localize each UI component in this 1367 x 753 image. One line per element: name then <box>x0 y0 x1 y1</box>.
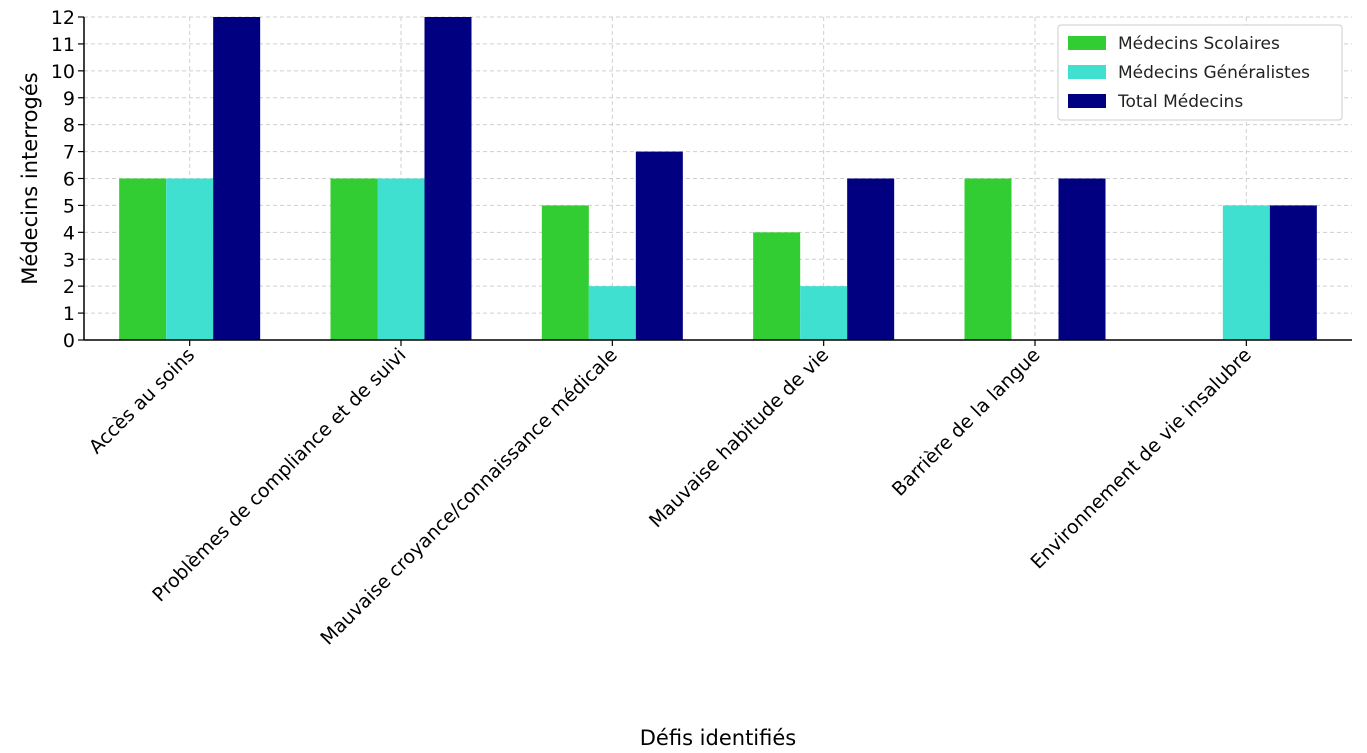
bar-medecins-scolaires-mauvaise-habitude-de-vie <box>753 232 801 340</box>
bar-medecins-scolaires-acces-au-soins <box>119 178 167 340</box>
legend-swatch-medecins-generalistes <box>1068 65 1106 79</box>
bar-medecins-scolaires-mauvaise-croyance-connaissance-medicale <box>541 205 589 340</box>
x-tick-label-barriere-de-la-langue: Barrière de la langue <box>888 344 1045 501</box>
y-tick-label: 6 <box>63 169 75 191</box>
y-tick-label: 9 <box>63 88 75 110</box>
x-axis-title: Défis identifiés <box>640 726 797 750</box>
y-tick-label: 8 <box>63 115 75 137</box>
y-tick-label: 1 <box>63 303 75 325</box>
x-tick-label-mauvaise-habitude-de-vie: Mauvaise habitude de vie <box>645 344 833 532</box>
bar-medecins-generalistes-mauvaise-croyance-connaissance-medicale <box>588 286 636 340</box>
bar-total-medecins-barriere-de-la-langue <box>1058 178 1106 340</box>
bar-medecins-generalistes-mauvaise-habitude-de-vie <box>800 286 848 340</box>
x-tick-label-acces-au-soins: Accès au soins <box>85 344 199 458</box>
y-axis-title: Médecins interrogés <box>18 72 42 284</box>
legend-box <box>1057 24 1343 121</box>
y-tick-label: 5 <box>63 195 75 217</box>
bar-medecins-generalistes-acces-au-soins <box>166 178 214 340</box>
legend-label-medecins-scolaires: Médecins Scolaires <box>1118 34 1280 54</box>
legend: Médecins Scolaires Médecins Généralistes… <box>1057 24 1343 121</box>
y-tick-label: 11 <box>51 34 75 56</box>
y-tick-label: 12 <box>51 7 75 29</box>
y-tick-label: 2 <box>63 276 75 298</box>
x-tick-label-environnement-de-vie-insalubre: Environnement de vie insalubre <box>1026 344 1255 573</box>
bars <box>119 17 1317 340</box>
y-tick-label: 10 <box>51 61 75 83</box>
y-tick-label: 3 <box>63 249 75 271</box>
bar-medecins-generalistes-environnement-de-vie-insalubre <box>1222 205 1270 340</box>
x-tick-label-problemes-de-compliance-et-de-suivi: Problèmes de compliance et de suivi <box>148 344 410 606</box>
legend-label-total-medecins: Total Médecins <box>1117 92 1243 112</box>
bar-medecins-scolaires-problemes-de-compliance-et-de-suivi <box>330 178 378 340</box>
bar-total-medecins-environnement-de-vie-insalubre <box>1269 205 1317 340</box>
bar-total-medecins-acces-au-soins <box>213 17 261 340</box>
bar-medecins-generalistes-problemes-de-compliance-et-de-suivi <box>377 178 425 340</box>
y-tick-label: 0 <box>63 330 75 352</box>
y-tick-label: 4 <box>63 222 75 244</box>
bar-total-medecins-mauvaise-habitude-de-vie <box>847 178 895 340</box>
bar-total-medecins-problemes-de-compliance-et-de-suivi <box>424 17 472 340</box>
legend-swatch-total-medecins <box>1068 94 1106 108</box>
y-tick-label: 7 <box>63 142 75 164</box>
legend-swatch-medecins-scolaires <box>1068 36 1106 50</box>
bar-medecins-scolaires-barriere-de-la-langue <box>964 178 1012 340</box>
bar-total-medecins-mauvaise-croyance-connaissance-medicale <box>635 151 683 340</box>
legend-label-medecins-generalistes: Médecins Généralistes <box>1118 63 1310 83</box>
